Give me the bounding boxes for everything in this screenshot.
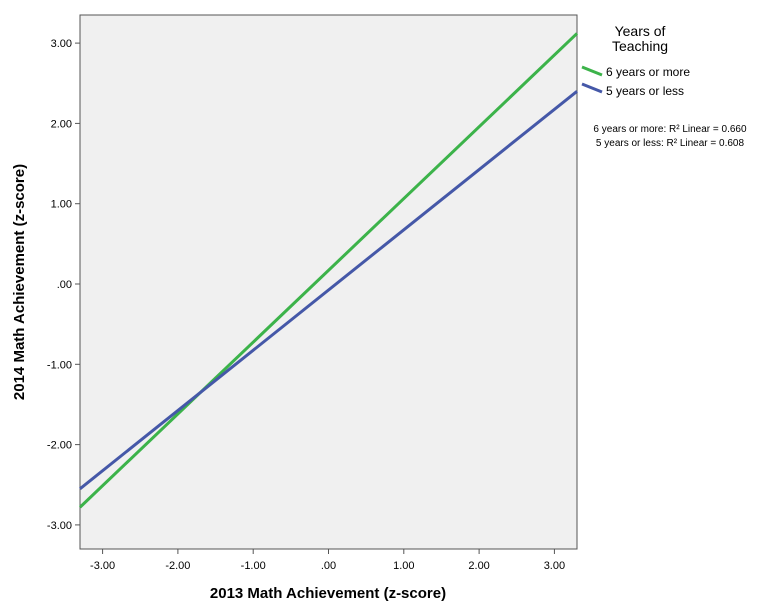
x-tick-label: 3.00 [544, 560, 565, 572]
x-tick-label: 2.00 [468, 560, 489, 572]
x-axis: -3.00 -2.00 -1.00 .00 1.00 2.00 3.00 [90, 549, 565, 572]
r2-label: 5 years or less: R² Linear = 0.608 [596, 138, 745, 149]
x-tick-label: -1.00 [241, 560, 266, 572]
x-tick-label: -3.00 [90, 560, 115, 572]
plot-area [79, 14, 578, 550]
y-tick-label: .00 [57, 279, 72, 291]
legend-swatch [581, 65, 603, 77]
y-axis-title: 2014 Math Achievement (z-score) [11, 164, 28, 400]
legend-swatch [581, 82, 603, 94]
y-tick-label: 2.00 [51, 118, 72, 130]
y-tick-label: 1.00 [51, 199, 72, 211]
r2-labels: 6 years or more: R² Linear = 0.660 5 year… [593, 124, 747, 149]
legend-label: 5 years or less [606, 84, 684, 98]
legend-title-line-1: Years of [615, 23, 666, 39]
legend-title-line-2: Teaching [612, 38, 668, 54]
x-axis-title: 2013 Math Achievement (z-score) [210, 585, 446, 602]
y-tick-label: -1.00 [47, 359, 72, 371]
x-tick-label: 1.00 [393, 560, 414, 572]
x-tick-label: .00 [321, 560, 336, 572]
series-lines [78, 32, 579, 509]
legend-label: 6 years or more [606, 65, 690, 79]
y-tick-label: 3.00 [51, 38, 72, 50]
y-axis: -3.00 -2.00 -1.00 .00 1.00 2.00 3.00 [47, 38, 80, 532]
y-tick-label: -2.00 [47, 440, 72, 452]
series-line-5-years-or-less [79, 90, 578, 490]
y-tick-label: -3.00 [47, 520, 72, 532]
legend-items: 6 years or more 5 years or less [581, 65, 690, 98]
r2-label: 6 years or more: R² Linear = 0.660 [593, 124, 747, 135]
series-line-6-years-or-more [78, 32, 579, 509]
x-tick-label: -2.00 [165, 560, 190, 572]
legend: Years of Teaching 6 years or more 5 years… [581, 23, 690, 98]
